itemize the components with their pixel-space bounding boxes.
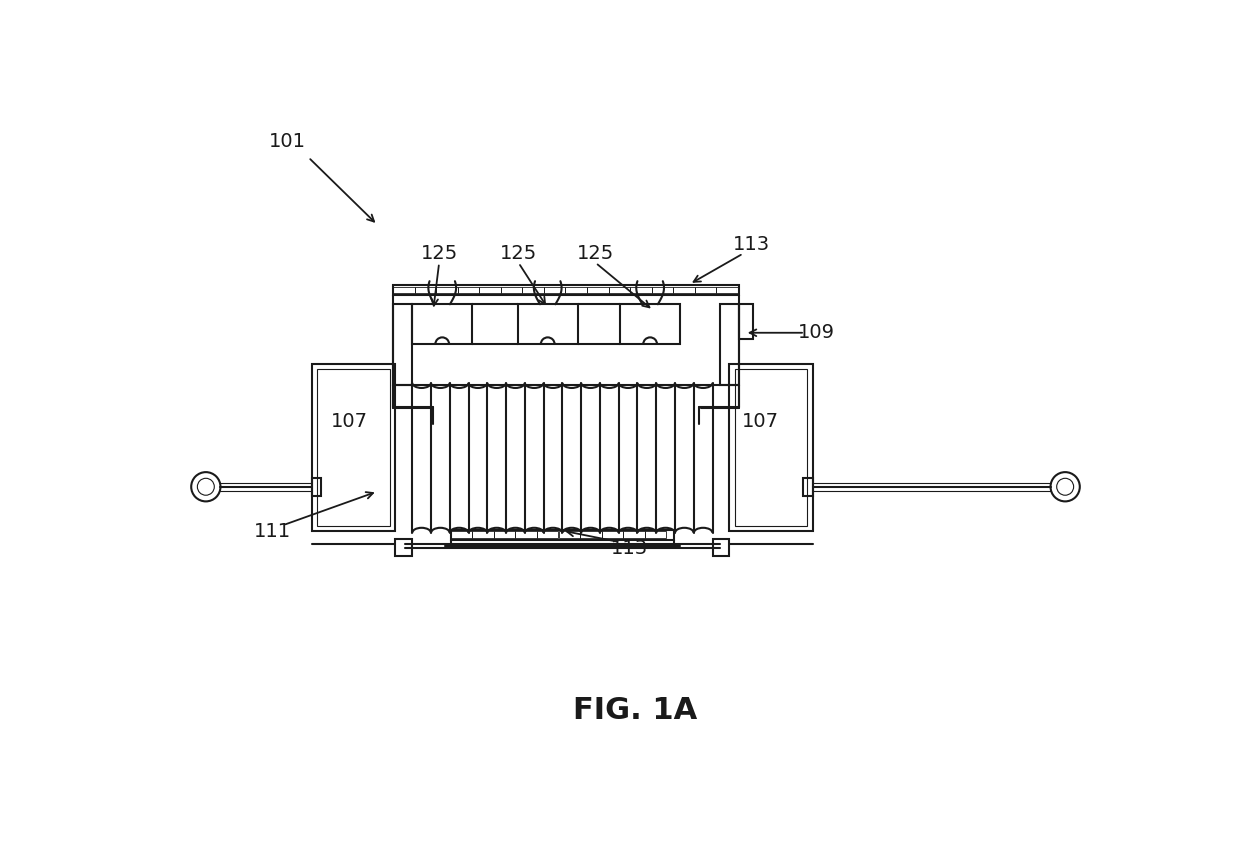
- Bar: [450, 532, 472, 538]
- Bar: [544, 287, 565, 293]
- Bar: [630, 287, 652, 293]
- Bar: [312, 477, 321, 496]
- Bar: [393, 287, 414, 293]
- Text: 101: 101: [269, 132, 306, 151]
- Bar: [739, 304, 754, 339]
- Bar: [645, 532, 666, 538]
- Bar: [673, 287, 694, 293]
- Bar: [396, 539, 412, 556]
- Bar: [713, 539, 729, 556]
- Bar: [587, 287, 609, 293]
- Bar: [717, 287, 738, 293]
- Bar: [694, 287, 717, 293]
- Bar: [501, 287, 522, 293]
- Text: 113: 113: [611, 538, 649, 558]
- Bar: [720, 304, 739, 385]
- Bar: [735, 369, 807, 526]
- Text: 109: 109: [799, 323, 835, 343]
- Bar: [558, 532, 580, 538]
- Bar: [436, 287, 458, 293]
- Text: 111: 111: [253, 522, 290, 541]
- Bar: [472, 532, 494, 538]
- Bar: [494, 532, 516, 538]
- Text: FIG. 1A: FIG. 1A: [573, 695, 698, 724]
- Bar: [450, 530, 675, 540]
- Bar: [620, 304, 681, 344]
- Text: 113: 113: [733, 235, 770, 254]
- Bar: [729, 364, 812, 532]
- Bar: [479, 287, 501, 293]
- Text: 125: 125: [577, 244, 614, 263]
- Bar: [580, 532, 601, 538]
- Bar: [624, 532, 645, 538]
- Bar: [565, 287, 587, 293]
- Bar: [312, 364, 396, 532]
- Bar: [652, 287, 673, 293]
- Bar: [516, 532, 537, 538]
- Text: 125: 125: [420, 244, 458, 263]
- Bar: [517, 304, 578, 344]
- Bar: [609, 287, 630, 293]
- Bar: [393, 304, 412, 385]
- Text: 125: 125: [500, 244, 537, 263]
- Bar: [393, 285, 739, 295]
- Bar: [414, 287, 436, 293]
- Bar: [537, 532, 558, 538]
- Bar: [412, 304, 472, 344]
- Bar: [458, 287, 479, 293]
- Text: 107: 107: [742, 412, 779, 431]
- Bar: [522, 287, 544, 293]
- Text: 107: 107: [331, 412, 367, 431]
- Bar: [317, 369, 389, 526]
- Bar: [804, 477, 812, 496]
- Bar: [601, 532, 624, 538]
